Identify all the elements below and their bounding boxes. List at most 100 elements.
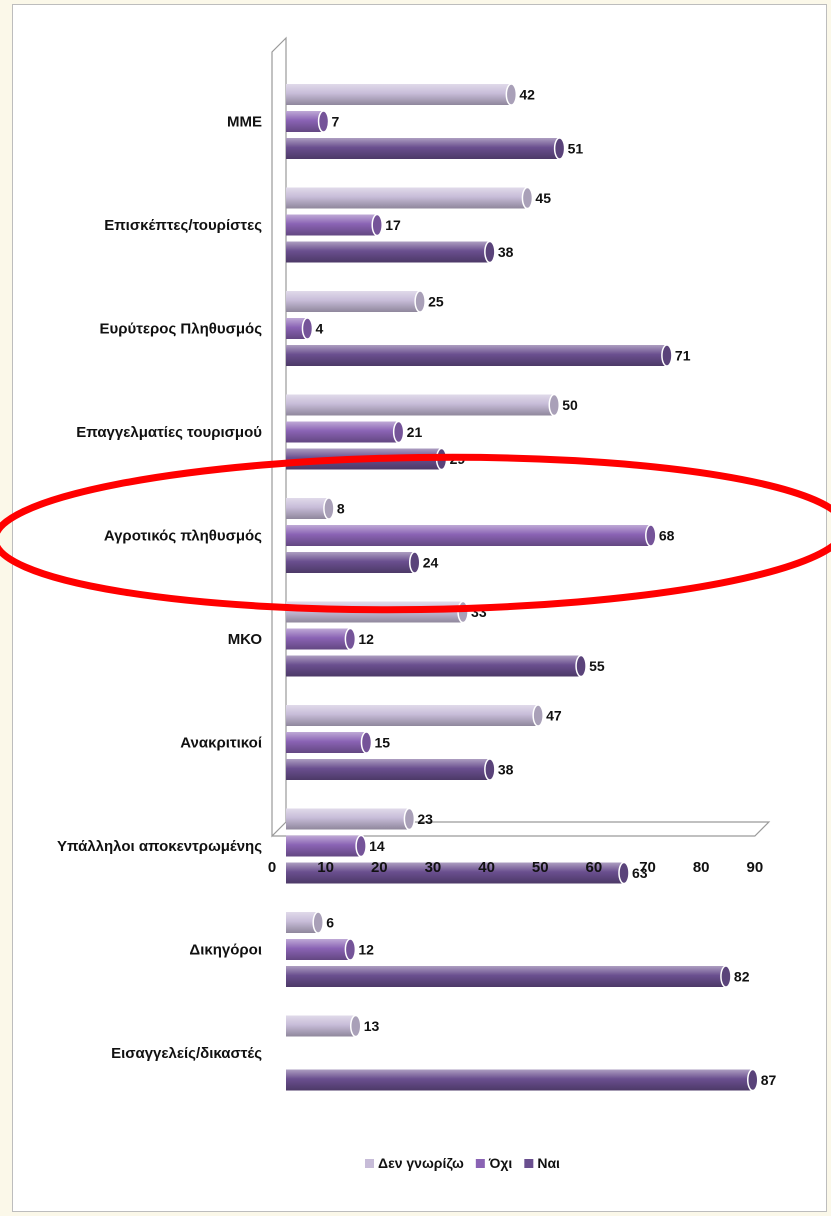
- bar-αγροτικός-πληθυσμός-δεν-γνωρίζω: [286, 497, 335, 520]
- value-label-επαγγελματίες-τουρισμού-δεν-γνωρίζω: 50: [562, 397, 578, 413]
- value-label-υπάλληλοι-αποκεντρωμένης-όχι: 14: [369, 838, 385, 854]
- value-label-επισκέπτες-τουρίστες-ναι: 38: [498, 244, 514, 260]
- bar-επαγγελματίες-τουρισμού-δεν-γνωρίζω: [286, 393, 560, 417]
- bar-cap: [484, 758, 496, 781]
- value-label-μκο-ναι: 55: [589, 658, 605, 674]
- category-label-υπάλληλοι-αποκεντρωμένης: Υπάλληλοι αποκεντρωμένης: [57, 838, 262, 855]
- bar-body: [286, 939, 351, 960]
- legend-swatch: [524, 1159, 534, 1168]
- bar-body: [286, 705, 539, 726]
- bar-ευρύτερος-πληθυσμός-δεν-γνωρίζω: [286, 290, 426, 313]
- bar-ανακριτικοί-ναι: [286, 758, 496, 781]
- bar-δικηγόροι-όχι: [286, 938, 357, 961]
- bar-cap: [747, 1068, 759, 1092]
- legend-label: Όχι: [488, 1155, 513, 1171]
- bar-cap: [521, 186, 534, 210]
- bar-body: [286, 318, 308, 339]
- bar-body: [286, 394, 555, 416]
- value-label-ευρύτερος-πληθυσμός-ναι: 71: [675, 348, 691, 364]
- bar-cap: [392, 420, 405, 444]
- bar-body: [286, 862, 624, 884]
- value-label-ανακριτικοί-δεν-γνωρίζω: 47: [546, 708, 562, 724]
- category-label-εισαγγελείς-δικαστές: Εισαγγελείς/δικαστές: [111, 1045, 262, 1062]
- bar-body: [286, 345, 667, 366]
- bar-body: [286, 84, 512, 105]
- x-tick-90: 90: [747, 859, 764, 876]
- value-label-υπάλληλοι-αποκεντρωμένης-δεν-γνωρίζω: 23: [417, 811, 433, 827]
- bar-body: [286, 1015, 356, 1037]
- value-label-μμε-όχι: 7: [332, 114, 340, 130]
- x-tick-10: 10: [317, 859, 334, 876]
- value-label-δικηγόροι-δεν-γνωρίζω: 6: [326, 915, 334, 931]
- highlight-ellipse: [0, 453, 831, 614]
- bar-cap: [355, 834, 367, 858]
- bar-body: [286, 214, 378, 236]
- value-label-μμε-δεν-γνωρίζω: 42: [519, 87, 535, 103]
- value-label-εισαγγελείς-δικαστές-δεν-γνωρίζω: 13: [364, 1018, 380, 1034]
- legend-item-όχι: Όχι: [475, 1155, 513, 1171]
- category-label-επαγγελματίες-τουρισμού: Επαγγελματίες τουρισμού: [76, 424, 262, 441]
- bar-cap: [371, 213, 383, 237]
- legend: Δεν γνωρίζω Όχι Ναι: [365, 1155, 560, 1171]
- x-tick-50: 50: [532, 859, 549, 876]
- value-label-αγροτικός-πληθυσμός-όχι: 68: [659, 528, 675, 544]
- bar-cap: [344, 938, 357, 961]
- value-label-δικηγόροι-ναι: 82: [734, 969, 750, 985]
- bar-υπάλληλοι-αποκεντρωμένης-δεν-γνωρίζω: [286, 807, 416, 831]
- bar-δικηγόροι-ναι: [286, 965, 732, 988]
- bar-body: [286, 241, 490, 263]
- bar-cap: [484, 240, 496, 264]
- value-label-υπάλληλοι-αποκεντρωμένης-ναι: 63: [632, 865, 648, 881]
- legend-label: Ναι: [537, 1155, 560, 1171]
- bar-επισκέπτες-τουρίστες-όχι: [286, 213, 383, 237]
- bar-body: [286, 912, 319, 933]
- value-labels: 4275145173825471502129868243312554715382…: [315, 87, 776, 1089]
- bar-body: [286, 759, 490, 780]
- value-label-επισκέπτες-τουρίστες-όχι: 17: [385, 217, 401, 233]
- legend-swatch: [365, 1159, 374, 1168]
- category-labels: ΜΜΕ Επισκέπτες/τουρίστες Ευρύτερος Πληθυσμ…: [57, 114, 262, 1063]
- value-label-αγροτικός-πληθυσμός-δεν-γνωρίζω: 8: [337, 501, 345, 517]
- axis-wall: [271, 36, 287, 838]
- legend-item-δεν-γνωρίζω: Δεν γνωρίζω: [365, 1155, 464, 1171]
- bar-body: [286, 835, 362, 857]
- bar-body: [286, 421, 399, 443]
- value-label-ευρύτερος-πληθυσμός-όχι: 4: [315, 321, 323, 337]
- category-label-δικηγόροι: Δικηγόροι: [189, 942, 262, 959]
- x-tick-60: 60: [586, 859, 603, 876]
- bar-μκο-ναι: [286, 654, 587, 678]
- x-axis-ticks: 0 10 20 30 40 50 60 70 80 90: [268, 859, 763, 876]
- x-tick-0: 0: [268, 859, 276, 876]
- bar-υπάλληλοι-αποκεντρωμένης-ναι: [286, 861, 630, 885]
- bar-cap: [349, 1014, 362, 1038]
- bar-body: [286, 552, 415, 573]
- bar-cap: [403, 807, 416, 831]
- value-label-επισκέπτες-τουρίστες-δεν-γνωρίζω: 45: [535, 190, 551, 206]
- bar-μκο-όχι: [286, 627, 357, 651]
- value-label-μμε-ναι: 51: [568, 141, 584, 157]
- category-label-μκο: ΜΚΟ: [228, 631, 263, 648]
- bar-cap: [360, 731, 373, 754]
- bar-επισκέπτες-τουρίστες-δεν-γνωρίζω: [286, 186, 534, 210]
- bar-cap: [414, 290, 426, 313]
- bar-body: [286, 111, 324, 132]
- bar-body: [286, 808, 410, 830]
- bar-body: [286, 498, 329, 519]
- bar-body: [286, 628, 351, 650]
- category-label-επισκέπτες-τουρίστες: Επισκέπτες/τουρίστες: [104, 217, 262, 234]
- bar-body: [286, 187, 528, 209]
- value-label-ανακριτικοί-ναι: 38: [498, 762, 514, 778]
- value-label-ανακριτικοί-όχι: 15: [374, 735, 390, 751]
- axis-floor: [272, 821, 771, 837]
- highlight-ellipse-shape: [0, 453, 831, 614]
- legend-item-ναι: Ναι: [524, 1155, 560, 1171]
- bar-δικηγόροι-δεν-γνωρίζω: [286, 911, 324, 934]
- legend-label: Δεν γνωρίζω: [378, 1155, 464, 1171]
- bar-cap: [575, 654, 587, 678]
- category-label-μμε: ΜΜΕ: [227, 114, 262, 131]
- bar-cap: [323, 497, 335, 520]
- bar-body: [286, 525, 651, 546]
- x-tick-80: 80: [693, 859, 710, 876]
- bar-cap: [553, 137, 566, 160]
